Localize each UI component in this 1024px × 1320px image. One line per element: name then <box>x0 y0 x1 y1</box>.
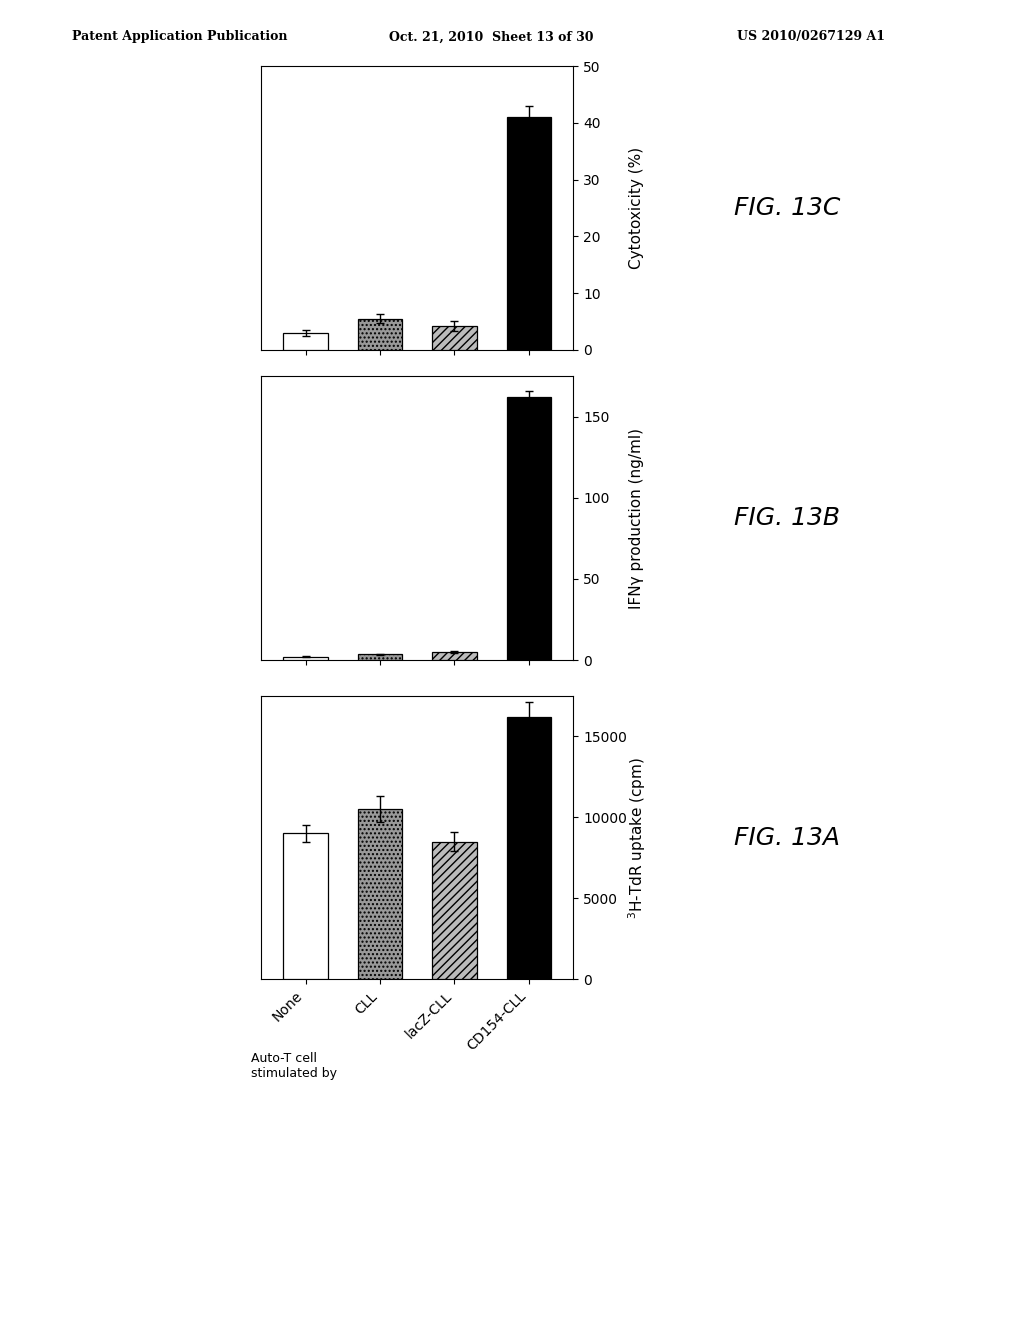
Bar <box>357 809 402 979</box>
Text: FIG. 13C: FIG. 13C <box>734 195 841 220</box>
Text: Auto-T cell
stimulated by: Auto-T cell stimulated by <box>251 1052 337 1080</box>
Bar <box>432 842 477 979</box>
Bar <box>432 652 477 660</box>
Bar <box>507 117 551 350</box>
Text: Cytotoxicity (%): Cytotoxicity (%) <box>630 147 644 269</box>
Bar <box>507 397 551 660</box>
Bar <box>507 717 551 979</box>
Text: FIG. 13A: FIG. 13A <box>734 825 841 850</box>
Text: $^3$H-TdR uptake (cpm): $^3$H-TdR uptake (cpm) <box>626 756 648 919</box>
Text: Oct. 21, 2010  Sheet 13 of 30: Oct. 21, 2010 Sheet 13 of 30 <box>389 30 594 44</box>
Bar <box>432 326 477 350</box>
Bar <box>284 833 328 979</box>
Bar <box>284 333 328 350</box>
Text: IFNγ production (ng/ml): IFNγ production (ng/ml) <box>630 428 644 609</box>
Bar <box>357 318 402 350</box>
Text: FIG. 13B: FIG. 13B <box>734 506 841 531</box>
Bar <box>284 657 328 660</box>
Text: Patent Application Publication: Patent Application Publication <box>72 30 287 44</box>
Bar <box>357 655 402 660</box>
Text: US 2010/0267129 A1: US 2010/0267129 A1 <box>737 30 886 44</box>
